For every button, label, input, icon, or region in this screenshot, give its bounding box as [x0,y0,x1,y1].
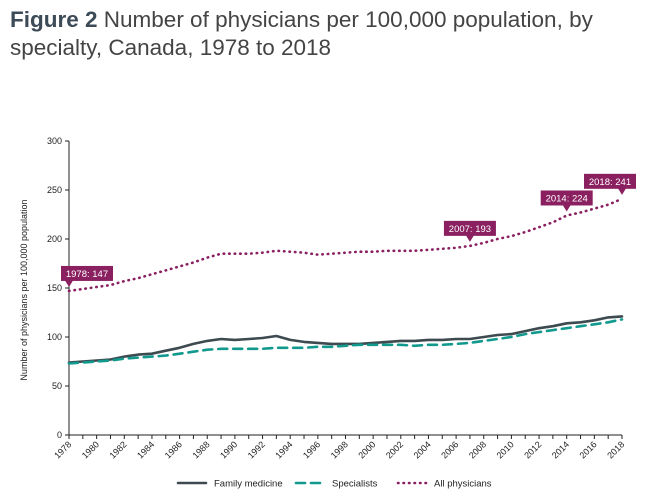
callout-pointer [562,204,571,212]
y-tick-label: 200 [47,234,62,244]
callout-label: 1978: 147 [66,269,108,280]
x-tick-label: 1990 [218,439,239,460]
legend: Family medicine Specialists All physicians [176,479,492,490]
x-tick-label: 1980 [80,439,101,460]
x-tick-label: 1994 [273,439,294,460]
y-tick-label: 300 [47,136,62,146]
series-line-all-physicians [67,197,624,293]
x-tick-label: 2006 [439,439,460,460]
legend-label-family-medicine: Family medicine [214,479,283,490]
callout-box [584,173,636,189]
callout-box [443,220,496,236]
series-layer [67,197,624,365]
x-tick-label: 2002 [384,439,405,460]
y-tick-label: 100 [47,332,62,342]
annotation-callout: 2018: 241 [584,173,636,195]
y-tick-label: 150 [47,283,62,293]
legend-label-specialists: Specialists [332,479,378,490]
y-tick-label: 0 [57,430,62,440]
x-tick-label: 1998 [329,439,350,460]
x-tick-label: 2016 [578,439,599,460]
annotation-callout: 2014: 224 [540,190,593,212]
callout-label: 2018: 241 [589,177,631,188]
x-tick-label: 2000 [356,439,377,460]
annotation-callout: 2007: 193 [443,220,496,242]
x-tick-label: 2012 [522,439,543,460]
y-tick-label: 250 [47,185,62,195]
x-tick-label: 1982 [107,439,128,460]
callout-pointer [65,280,73,287]
x-tick-label: 1992 [246,439,267,460]
x-tick-label: 2008 [467,439,488,460]
figure-title: Figure 2 Number of physicians per 100,00… [10,6,640,62]
figure-title-text: Number of physicians per 100,000 populat… [10,7,593,60]
callout-box [61,265,113,281]
callout-pointer [465,235,474,242]
axes: 0 50 100 150 200 250 300 1978 1980 1982 1984 1986 19… [47,136,626,461]
series-line-specialists [67,318,624,365]
x-tick-label: 2004 [412,439,433,460]
annotation-callout: 1978: 147 [61,265,113,287]
x-tick-label: 2018 [605,439,626,460]
callout-pointer [618,188,626,195]
callout-label: 2014: 224 [546,193,588,204]
y-tick-label: 50 [52,381,62,391]
x-tick-label: 1988 [190,439,211,460]
series-line-family-medicine [67,315,624,364]
x-tick-label: 1996 [301,439,322,460]
legend-label-all-physicians: All physicians [434,479,492,490]
x-tick-label: 1984 [135,439,156,460]
x-tick-label: 2010 [495,439,516,460]
x-tick-label: 1978 [52,439,73,460]
y-axis-label: Number of physicians per 100,000 populat… [19,199,29,380]
callout-box [540,190,593,206]
figure-number: Figure 2 [10,7,98,32]
callout-label: 2007: 193 [449,224,491,235]
x-tick-label: 1986 [163,439,184,460]
x-tick-label: 2014 [550,439,571,460]
